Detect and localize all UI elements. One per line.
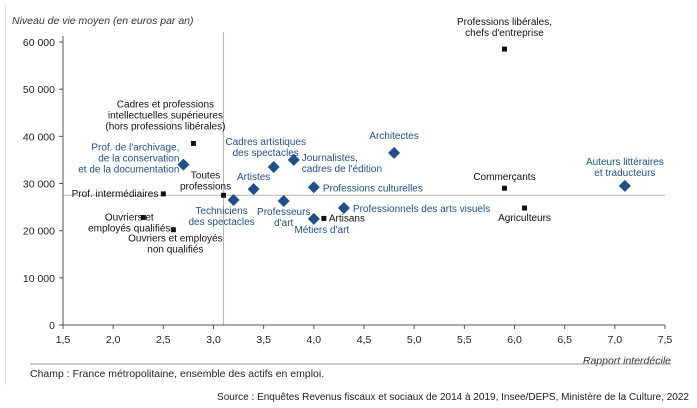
data-point-diamond [307, 181, 320, 194]
data-point-label: Ouvriers et employés qualifiés [88, 212, 170, 234]
data-point-label: Prof. intermédiaires [72, 189, 159, 200]
data-point-diamond [247, 183, 260, 196]
data-point-diamond [277, 194, 290, 207]
data-point-label-line: de la conservation [98, 154, 179, 165]
data-point-square [170, 227, 176, 233]
data-point-label-line: intellectuelles supérieures [108, 110, 223, 121]
y-tick-label: 30 000 [23, 179, 55, 191]
data-point-label-line: et de la documentation [78, 165, 179, 176]
data-point-label: Prof. de l'archivage, de la conservation e… [78, 143, 179, 176]
data-point-square [160, 191, 166, 197]
x-axis-title: Rapport interdécile [583, 355, 671, 367]
data-point-label-line: non qualifiés [147, 245, 203, 256]
data-point-square [221, 192, 227, 198]
data-point-label: Commerçants [473, 172, 535, 183]
data-point-square [522, 205, 528, 211]
y-axis-title: Niveau de vie moyen (en euros par an) [12, 15, 194, 27]
data-point-label-line: d'art [274, 218, 293, 229]
data-point-label-line: (hors professions libérales) [105, 121, 225, 132]
data-point-label-line: cadres de l'édition [302, 164, 382, 175]
data-point-label-line: Professions culturelles [323, 183, 423, 194]
data-point-label-line: Auteurs littéraires [586, 157, 664, 168]
data-point-diamond [337, 202, 350, 215]
y-tick-label: 50 000 [23, 84, 55, 96]
x-tick-label: 4,5 [357, 334, 372, 346]
data-point-label-line: Métiers d'art [294, 225, 349, 236]
y-tick-label: 40 000 [23, 131, 55, 143]
data-point-label: Artisans [329, 213, 365, 224]
data-point-square [501, 46, 507, 52]
x-tick-label: 5,0 [407, 334, 422, 346]
data-point-label: Toutes professions [180, 170, 231, 192]
y-tick-label: 20 000 [23, 226, 55, 238]
data-point-diamond [307, 212, 320, 225]
x-tick-label: 3,5 [256, 334, 271, 346]
data-point-label: Auteurs littéraires et traducteurs [586, 157, 664, 179]
data-point-label-line: Agriculteurs [498, 213, 551, 224]
data-point-label-line: Ouvriers et employés [128, 234, 222, 245]
data-point-diamond [618, 179, 631, 192]
data-point-label-line: employés qualifiés [88, 223, 170, 234]
data-point-label-line: Architectes [369, 131, 418, 142]
data-point-label-line: Professionnels des arts visuels [353, 204, 490, 215]
data-point-label: Cadres artistiques des spectacles [225, 137, 306, 159]
x-tick-label: 2,0 [106, 334, 121, 346]
x-tick-label: 7,5 [658, 334, 673, 346]
x-tick-label: 6,5 [557, 334, 572, 346]
data-point-diamond [287, 153, 300, 166]
data-point-label-line: Artisans [329, 213, 365, 224]
data-point-label-line: Cadres artistiques [225, 137, 306, 148]
data-point-label: Agriculteurs [498, 213, 551, 224]
data-point-label: Artistes [237, 172, 270, 183]
data-point-label: Journalistes, cadres de l'édition [302, 153, 382, 175]
data-point-diamond [227, 194, 240, 207]
figure-frame [5, 5, 693, 385]
data-point-label-line: Cadres et professions [117, 99, 214, 110]
data-point-label-line: Ouvriers et [105, 212, 154, 223]
x-tick-label: 6,0 [507, 334, 522, 346]
data-point-label-line: Commerçants [473, 172, 535, 183]
data-point-label: Métiers d'art [294, 225, 349, 236]
x-tick-label: 3,0 [206, 334, 221, 346]
source-note: Source : Enquêtes Revenus fiscaux et soc… [217, 392, 689, 403]
data-point-label: Ouvriers et employés non qualifiés [128, 234, 222, 256]
x-tick-label: 2,5 [156, 334, 171, 346]
data-point-label-line: Techniciens [195, 206, 247, 217]
data-point-label: Professions libérales, chefs d'entreprise [457, 17, 552, 39]
data-point-label-line: Professeurs [257, 207, 310, 218]
data-point-label: Professeurs d'art [257, 207, 310, 229]
data-point-label-line: Journalistes, [302, 153, 358, 164]
data-point-label: Cadres et professions intellectuelles sup… [105, 99, 225, 132]
y-tick-label: 10 000 [23, 273, 55, 285]
data-point-label-line: Toutes [191, 170, 220, 181]
x-tick-label: 7,0 [608, 334, 623, 346]
data-point-diamond [388, 146, 401, 159]
data-point-label-line: des spectacles [188, 217, 254, 228]
champ-note: Champ : France métropolitaine, ensemble … [30, 368, 325, 380]
data-point-label-line: chefs d'entreprise [465, 28, 544, 39]
data-point-label: Professionnels des arts visuels [353, 204, 490, 215]
data-point-label-line: et traducteurs [594, 168, 655, 179]
data-point-square [321, 215, 327, 221]
data-point-diamond [267, 160, 280, 173]
data-point-square [501, 185, 507, 191]
data-point-label-line: Prof. de l'archivage, [91, 143, 179, 154]
data-point-label-line: professions [180, 181, 231, 192]
x-tick-label: 4,0 [307, 334, 322, 346]
x-tick-label: 1,5 [56, 334, 71, 346]
data-point-label: Professions culturelles [323, 183, 423, 194]
data-point-label-line: des spectacles [233, 148, 299, 159]
data-point-diamond [177, 158, 190, 171]
data-point-square [190, 140, 196, 146]
data-point-label: Architectes [369, 131, 418, 142]
y-tick-label: 0 [49, 320, 55, 332]
data-point-label-line: Professions libérales, [457, 17, 552, 28]
data-point-label: Techniciens des spectacles [188, 206, 254, 228]
data-point-square [140, 214, 146, 220]
y-tick-label: 60 000 [23, 37, 55, 49]
data-point-label-line: Prof. intermédiaires [72, 189, 159, 200]
data-point-label-line: Artistes [237, 172, 270, 183]
x-tick-label: 5,5 [457, 334, 472, 346]
